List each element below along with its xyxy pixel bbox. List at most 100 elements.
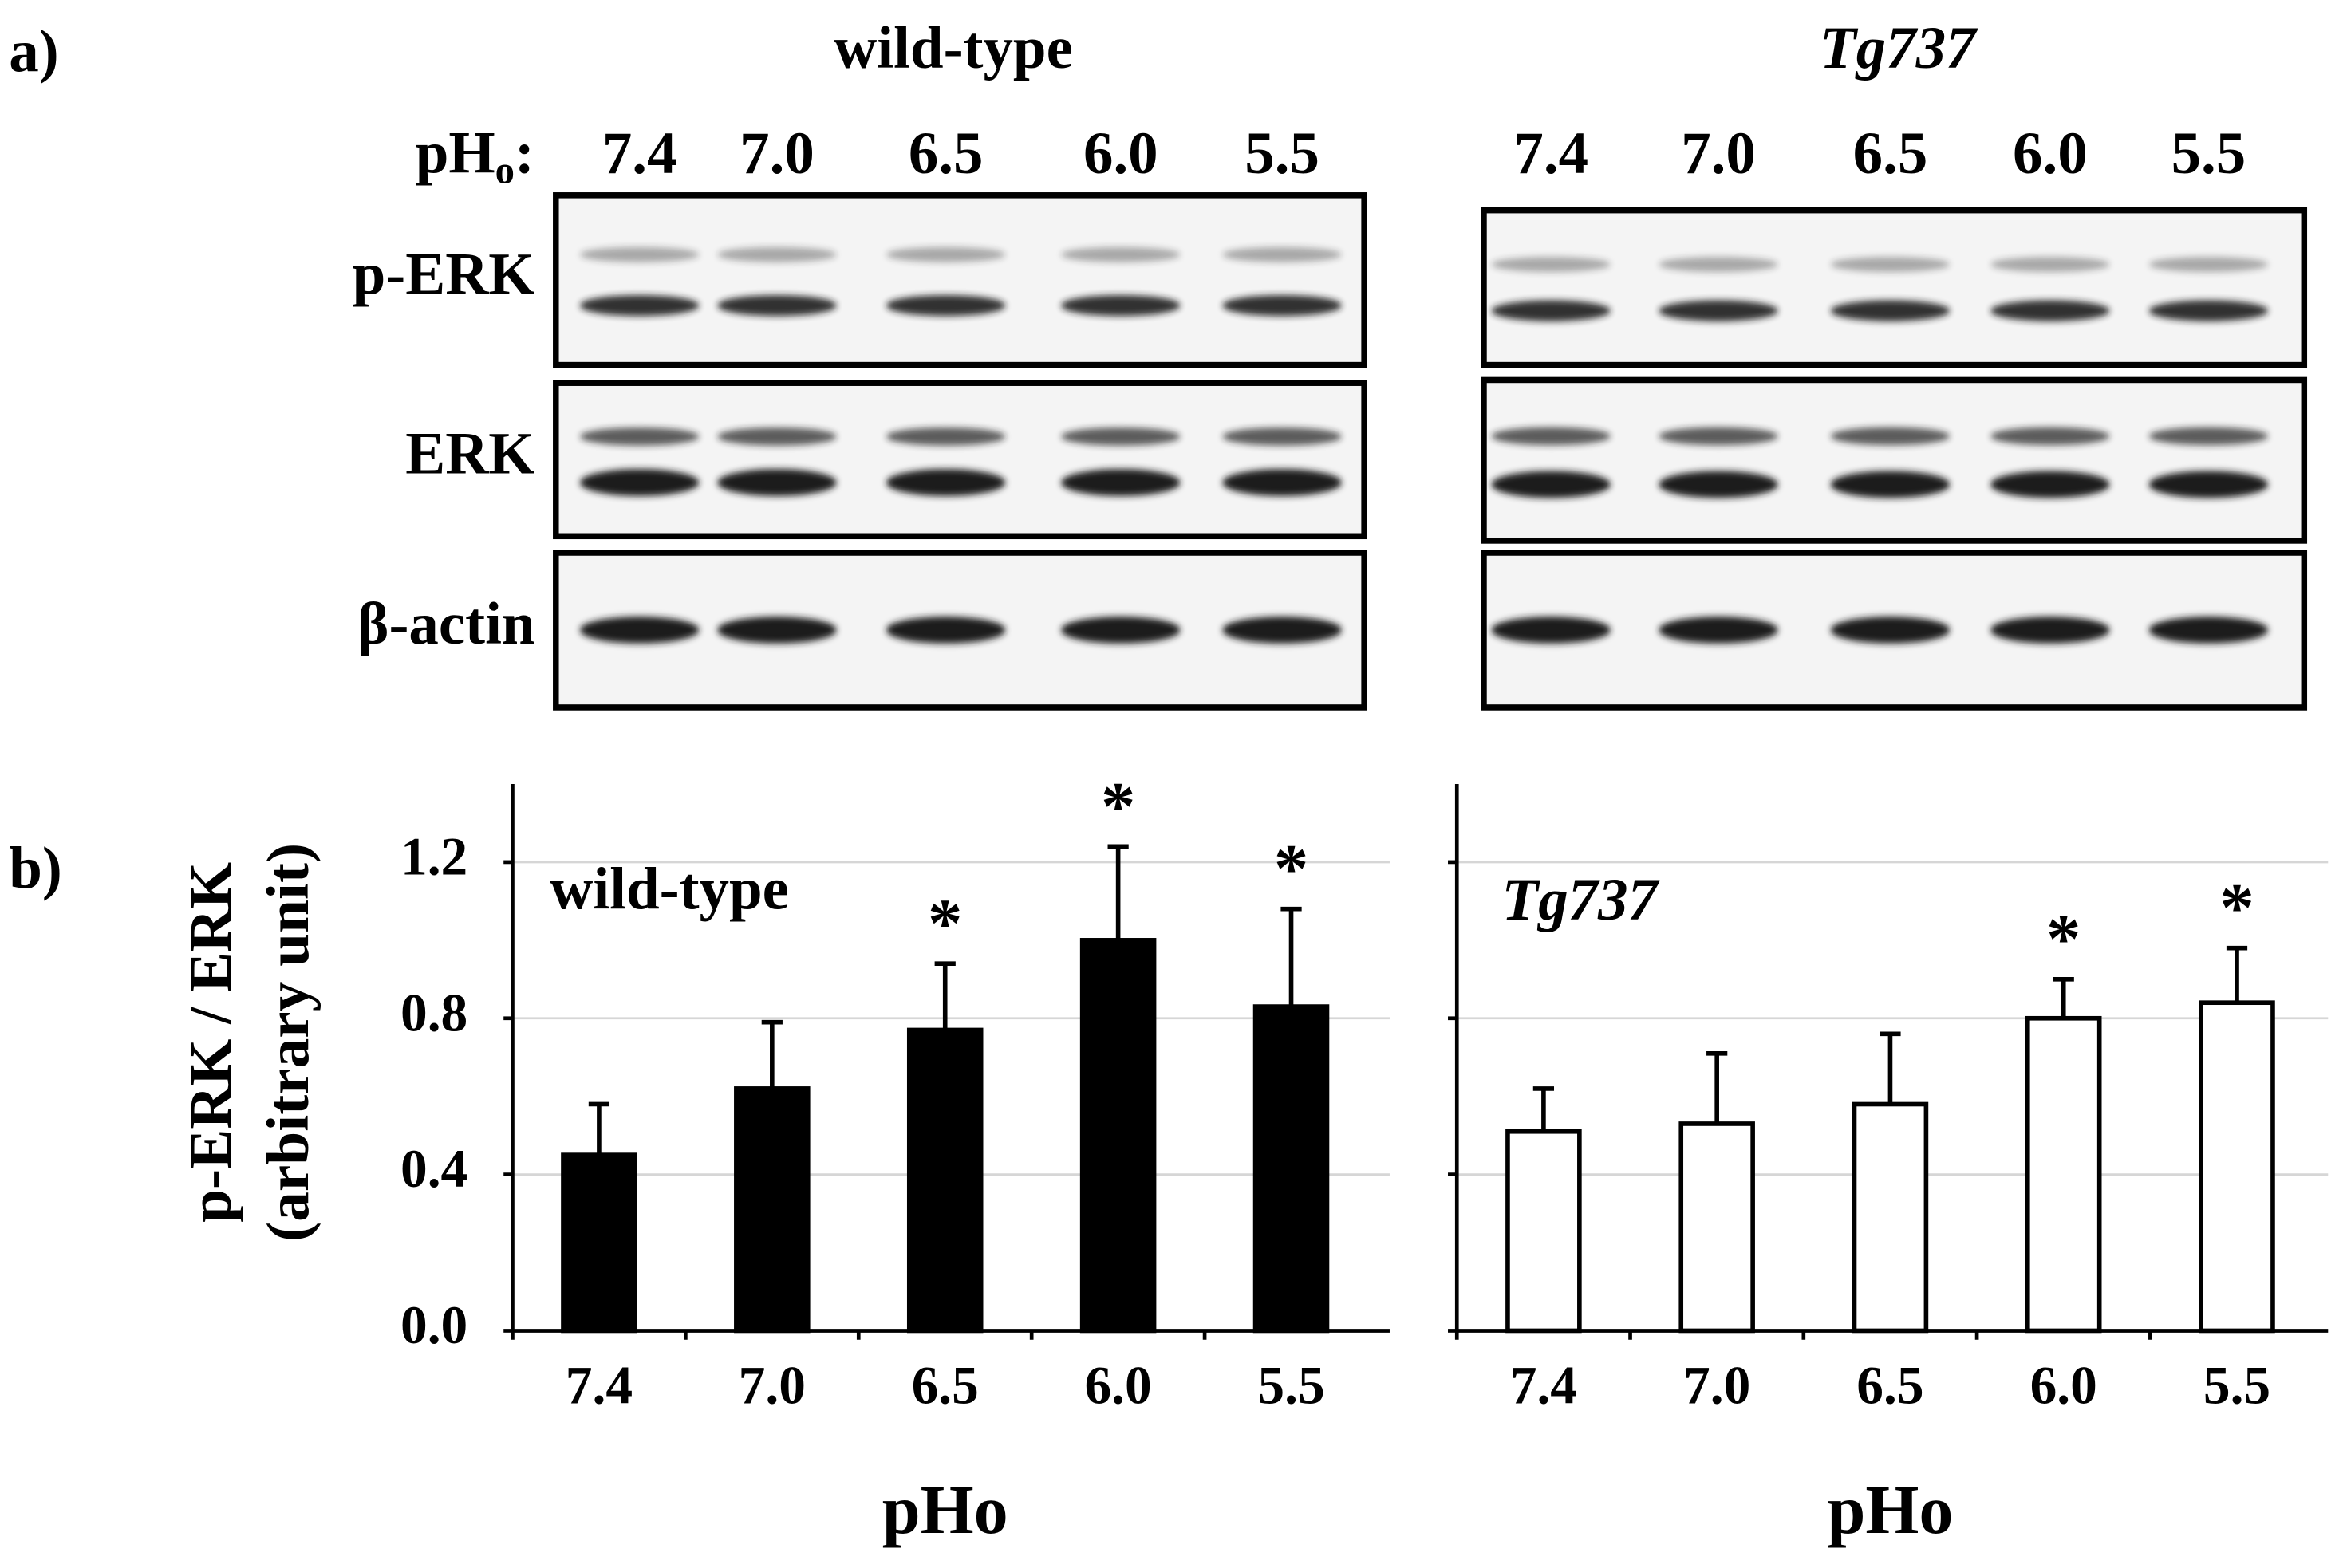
- blot-band: [1659, 257, 1778, 272]
- blot-band: [1491, 427, 1611, 446]
- group-title: wild-type: [834, 15, 1073, 81]
- ph-prefix: pH: [416, 120, 495, 187]
- x-tick-label: 6.5: [1856, 1355, 1923, 1415]
- blot-band: [717, 469, 837, 497]
- blot-band: [1830, 471, 1951, 498]
- significance-mark: *: [2219, 869, 2254, 946]
- bar: [734, 1086, 811, 1334]
- blot-band: [1830, 300, 1951, 321]
- blot-panel: [553, 192, 1367, 368]
- bar: [1852, 1101, 1929, 1334]
- panel-label: b): [9, 835, 62, 901]
- x-tick-label: 7.4: [566, 1355, 633, 1415]
- significance-mark: *: [1101, 768, 1135, 845]
- blot-band: [886, 469, 1006, 497]
- panel-label: a): [9, 18, 58, 85]
- x-tick-label: 7.0: [1683, 1355, 1750, 1415]
- blot-band: [1830, 427, 1951, 446]
- row-label: ERK: [405, 420, 534, 487]
- blot-band: [1491, 257, 1611, 272]
- ph-subscript: o: [495, 148, 515, 192]
- blot-band: [886, 617, 1006, 644]
- x-tick-label: 5.5: [2203, 1355, 2270, 1415]
- y-axis-label: p-ERK / ERK: [178, 862, 244, 1223]
- blot-band: [1222, 469, 1343, 497]
- blot-band: [886, 246, 1006, 262]
- blot-band: [1990, 617, 2110, 644]
- blot-band: [1830, 617, 1951, 644]
- blot-band: [1222, 617, 1343, 644]
- lane-label: 7.4: [1513, 120, 1588, 187]
- y-tick-label: 0.4: [400, 1139, 467, 1199]
- blot-band: [2148, 300, 2269, 321]
- significance-mark: *: [1274, 830, 1308, 907]
- y-axis-label: (arbitrary unit): [255, 843, 321, 1242]
- western-blot: pHo: p-ERK ERK β-actin wild-type 7.4 7.0 6.5 6.0…: [353, 15, 2308, 711]
- bar: [2025, 1015, 2102, 1334]
- blot-panel: [1481, 207, 2308, 368]
- x-tick-label: 6.0: [1084, 1355, 1151, 1415]
- x-axis-label: pHo: [1827, 1471, 1953, 1548]
- bar: [906, 1027, 984, 1334]
- blot-band: [1060, 246, 1181, 262]
- blot-band: [1491, 617, 1611, 644]
- blot-band: [717, 294, 837, 317]
- blot-band: [2148, 617, 2269, 644]
- blot-band: [1659, 617, 1778, 644]
- blot-band: [579, 427, 700, 446]
- blot-band: [1060, 469, 1181, 497]
- blot-band: [1659, 471, 1778, 498]
- y-tick-label: 0.0: [400, 1295, 467, 1355]
- blot-band: [1830, 257, 1951, 272]
- blot-band: [1222, 246, 1343, 262]
- lane-label: 7.0: [1681, 120, 1756, 187]
- blot-band: [1990, 427, 2110, 446]
- chart-title: wild-type: [550, 856, 789, 922]
- blot-band: [1222, 427, 1343, 446]
- x-tick-label: 6.5: [912, 1355, 979, 1415]
- lane-label: 5.5: [2171, 120, 2246, 187]
- blot-band: [1659, 427, 1778, 446]
- blot-band: [579, 617, 700, 644]
- blot-band: [1060, 427, 1181, 446]
- bar: [1252, 1004, 1330, 1334]
- blot-band: [886, 294, 1006, 317]
- blot-band: [579, 246, 700, 262]
- bar: [1505, 1129, 1582, 1334]
- x-tick-label: 7.4: [1510, 1355, 1577, 1415]
- y-tick-label: 1.2: [400, 826, 467, 886]
- x-tick-label: 5.5: [1257, 1355, 1324, 1415]
- lane-label: 6.0: [1083, 120, 1158, 187]
- chart-title: Tg737: [1501, 867, 1660, 933]
- bar: [561, 1152, 637, 1334]
- blot-panel: [553, 380, 1367, 540]
- ph-label: pHo:: [416, 120, 534, 192]
- bar: [2199, 1000, 2275, 1334]
- blot-band: [2148, 471, 2269, 498]
- blot-band: [886, 427, 1006, 446]
- blot-band: [2148, 257, 2269, 272]
- blot-band: [1990, 300, 2110, 321]
- blot-panel: [1481, 376, 2308, 544]
- y-tick-label: 0.8: [400, 983, 467, 1042]
- bar: [1678, 1121, 1755, 1334]
- blot-band: [1990, 471, 2110, 498]
- bar-charts: 0.0 0.4 0.8 1.2 wild-type 7.4 7.0 6.5 * 6.0 * 5.5 * p…: [178, 768, 2329, 1548]
- row-label: p-ERK: [353, 241, 535, 307]
- blot-band: [579, 469, 700, 497]
- blot-band: [2148, 427, 2269, 446]
- lane-label: 6.5: [1853, 120, 1928, 187]
- blot-band: [1491, 471, 1611, 498]
- x-tick-label: 6.0: [2030, 1355, 2097, 1415]
- x-tick-label: 7.0: [739, 1355, 806, 1415]
- significance-mark: *: [928, 884, 962, 961]
- lane-label: 7.4: [602, 120, 677, 187]
- group-title: Tg737: [1820, 15, 1978, 81]
- blot-band: [1222, 294, 1343, 317]
- lane-label: 5.5: [1244, 120, 1319, 187]
- blot-band: [1060, 294, 1181, 317]
- blot-band: [1659, 300, 1778, 321]
- lane-label: 7.0: [740, 120, 815, 187]
